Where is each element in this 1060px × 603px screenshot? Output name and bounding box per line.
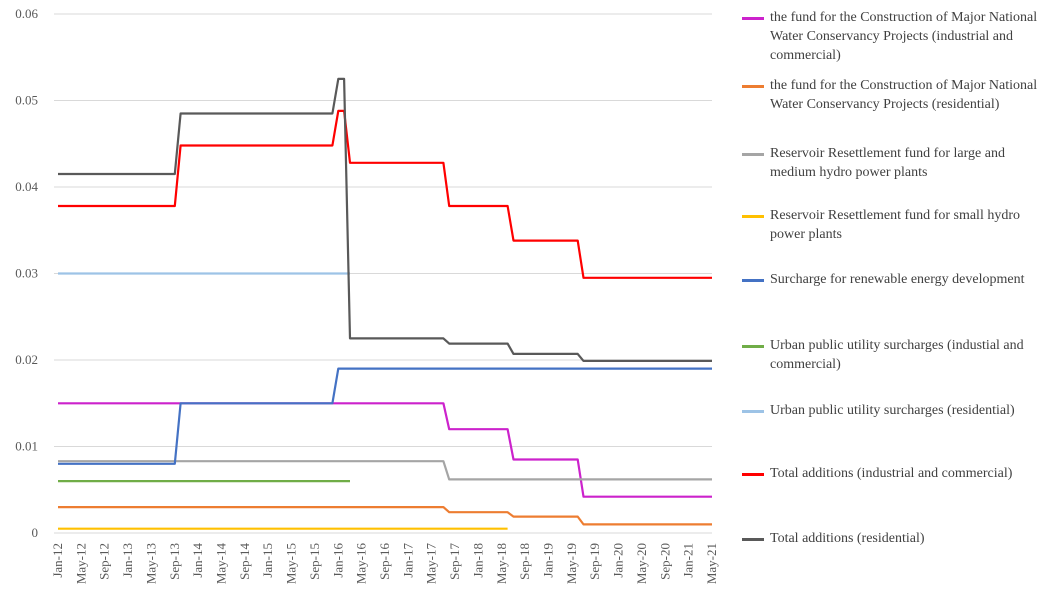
- x-tick-label: Sep-16: [377, 543, 392, 580]
- legend-label: Total additions (industrial and commerci…: [770, 466, 1013, 481]
- series-line-9: [58, 77, 712, 362]
- x-tick-label: Sep-14: [237, 543, 252, 580]
- x-tick-label: Sep-20: [657, 543, 672, 580]
- legend-label: the fund for the Construction of Major N…: [770, 10, 1038, 63]
- legend-label: Reservoir Resettlement fund for large an…: [770, 146, 1005, 180]
- legend-swatch: [742, 473, 764, 476]
- x-tick-label: May-17: [424, 543, 439, 585]
- legend-label: the fund for the Construction of Major N…: [770, 78, 1038, 112]
- x-tick-label: May-12: [73, 543, 88, 584]
- legend-item: Urban public utility surcharges (residen…: [742, 401, 1015, 420]
- x-axis-ticks: Jan-12 May-12 Sep-12 Jan-13 May-13 Sep-13 Jan-…: [50, 543, 719, 585]
- x-tick-label: May-18: [494, 543, 509, 584]
- y-tick-label: 0.01: [15, 439, 38, 454]
- y-tick-label: 0.02: [15, 352, 38, 367]
- y-tick-label: 0.06: [15, 6, 38, 21]
- legend-swatch: [742, 215, 764, 218]
- x-tick-label: May-16: [354, 543, 369, 585]
- y-tick-label: 0.05: [15, 93, 38, 108]
- legend-item: Urban public utility surcharges (industi…: [742, 336, 1054, 374]
- legend-item: Reservoir Resettlement fund for large an…: [742, 144, 1054, 182]
- x-tick-label: Jan-18: [470, 543, 485, 578]
- x-tick-label: Jan-12: [50, 543, 65, 578]
- y-tick-label: 0: [32, 525, 39, 540]
- legend-item: Reservoir Resettlement fund for small hy…: [742, 206, 1054, 244]
- x-tick-label: Sep-19: [587, 543, 602, 580]
- x-tick-label: Jan-20: [611, 543, 626, 578]
- legend-swatch: [742, 17, 764, 20]
- legend-swatch: [742, 279, 764, 282]
- legend-label: Urban public utility surcharges (industi…: [770, 338, 1024, 372]
- x-tick-label: Jan-15: [260, 543, 275, 578]
- legend-item: the fund for the Construction of Major N…: [742, 76, 1054, 114]
- legend-item: Total additions (industrial and commerci…: [742, 464, 1012, 483]
- legend-label: Reservoir Resettlement fund for small hy…: [770, 208, 1020, 242]
- series-line-1: [58, 402, 712, 498]
- y-tick-label: 0.03: [15, 266, 38, 281]
- x-tick-label: May-13: [143, 543, 158, 584]
- legend-item: Total additions (residential): [742, 529, 925, 548]
- legend-swatch: [742, 85, 764, 88]
- series-lines: [58, 77, 712, 530]
- legend-item: the fund for the Construction of Major N…: [742, 8, 1054, 65]
- x-tick-label: Jan-14: [190, 543, 205, 578]
- x-tick-label: Jan-21: [681, 543, 696, 578]
- x-tick-label: Sep-18: [517, 543, 532, 580]
- x-tick-label: May-15: [284, 543, 299, 584]
- x-tick-label: Jan-19: [541, 543, 556, 578]
- x-tick-label: Sep-13: [167, 543, 182, 580]
- y-tick-label: 0.04: [15, 179, 38, 194]
- x-tick-label: May-20: [634, 543, 649, 584]
- series-line-8: [58, 109, 712, 279]
- legend-label: Total additions (residential): [770, 531, 925, 546]
- x-tick-label: Sep-12: [97, 543, 112, 580]
- x-tick-label: Sep-17: [447, 543, 462, 580]
- x-tick-label: May-14: [214, 543, 229, 585]
- x-tick-label: May-21: [704, 543, 719, 584]
- legend-swatch: [742, 345, 764, 348]
- legend-swatch: [742, 153, 764, 156]
- legend-label: Urban public utility surcharges (residen…: [770, 403, 1015, 418]
- x-tick-label: Jan-16: [330, 543, 345, 578]
- legend-item: Surcharge for renewable energy developme…: [742, 270, 1025, 289]
- legend-swatch: [742, 538, 764, 541]
- x-tick-label: Jan-17: [400, 543, 415, 578]
- x-tick-label: May-19: [564, 543, 579, 584]
- y-axis-ticks: 0 0.01 0.02 0.03 0.04 0.05 0.06: [15, 6, 38, 540]
- x-tick-label: Jan-13: [120, 543, 135, 578]
- legend-label: Surcharge for renewable energy developme…: [770, 272, 1025, 287]
- series-line-5: [58, 367, 712, 465]
- legend-swatch: [742, 410, 764, 413]
- series-line-2: [58, 506, 712, 526]
- series-line-3: [58, 460, 712, 481]
- x-tick-label: Sep-15: [307, 543, 322, 580]
